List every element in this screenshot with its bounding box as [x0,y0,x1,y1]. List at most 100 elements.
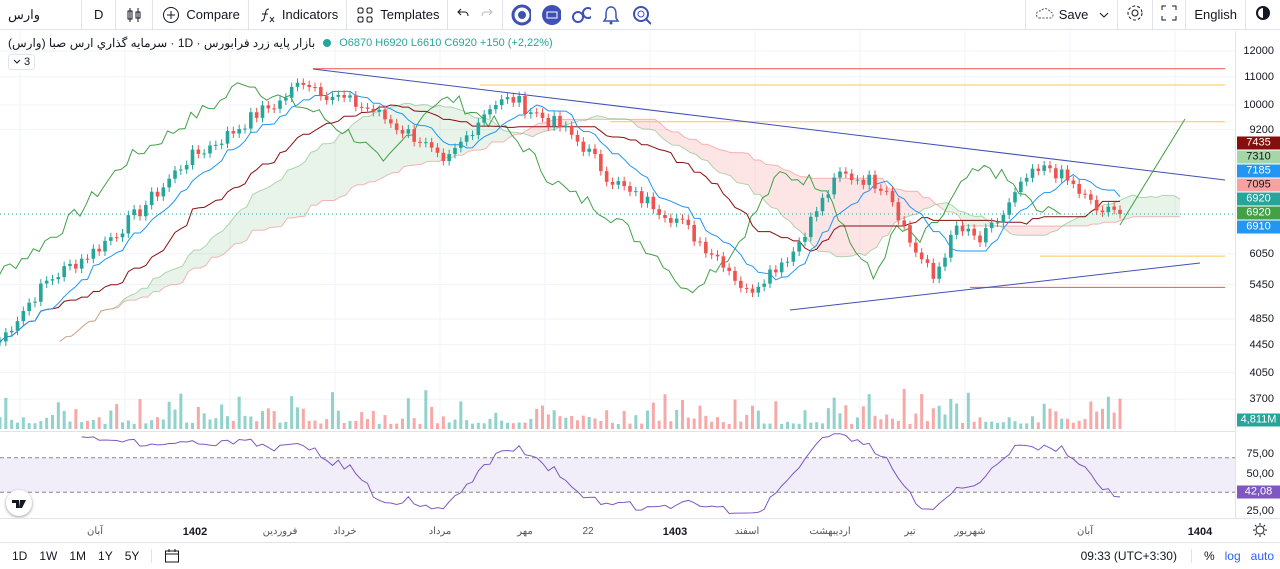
binoculars-icon[interactable] [571,5,592,25]
candle-body [74,263,78,269]
log-toggle[interactable]: log [1224,549,1241,563]
volume-bar [651,402,655,429]
clock-time[interactable]: 09:33 (UTC+3:30) [1080,549,1177,563]
ichimoku-cloud-segment [765,164,772,208]
axis-settings-icon[interactable] [1252,522,1268,541]
ichimoku-cloud-segment [725,150,731,176]
volume-bar [920,394,924,429]
volume-bar [103,423,107,429]
volume-bar [640,423,644,429]
volume-bar [1112,412,1116,429]
candle-body [599,154,603,172]
volume-bar [675,410,679,429]
price-axis[interactable]: 12000 11000 10000 9200 6050 5450 4850 4450 4050 3… [1235,31,1280,518]
candle-body [709,253,714,255]
candle-body [855,179,860,181]
volume-bar [173,409,177,429]
candle-body [394,123,399,130]
volume-bar [902,388,906,429]
ichimoku-cloud-segment [876,178,883,248]
ichimoku-cloud-segment [870,178,877,251]
candle-body [558,115,562,128]
chevron-down-icon[interactable] [1099,7,1109,22]
rsi-tick: 25,00 [1246,505,1274,517]
candle-body [231,131,236,134]
candle-body [639,191,644,204]
price-tick: 10000 [1243,98,1274,111]
ichimoku-cloud-segment [678,131,685,149]
candle-body [68,263,72,267]
ichimoku-cloud-segment [643,119,650,130]
rsi-tick: 50,00 [1246,468,1274,480]
compare-button[interactable]: Compare [153,0,249,30]
ichimoku-cloud-segment [415,104,422,166]
ichimoku-cloud-segment [223,223,230,255]
volume-bar [628,423,632,429]
volume-bar [692,418,696,429]
volume-bar [16,422,19,429]
candle-body [424,142,428,144]
ichimoku-cloud-segment [666,129,673,146]
settings-button[interactable] [1118,0,1154,30]
candle-body [511,97,516,103]
candle-body [301,82,306,85]
volume-bar [27,423,31,429]
range-button-1w[interactable]: 1W [39,549,58,563]
indicators-button[interactable]: Indicators [249,0,348,30]
candle-body [196,149,201,154]
globe-plugin-icon[interactable] [511,4,532,25]
top-toolbar: وارس D Compare Indicators Templates Save… [0,0,1280,30]
volume-bar [68,421,72,429]
main-chart-pane[interactable] [0,31,1235,431]
range-button-5y[interactable]: 5Y [124,549,140,563]
undo-icon[interactable] [456,6,470,23]
interval-button[interactable]: D [82,0,117,30]
range-button-1d[interactable]: 1D [12,549,28,563]
volume-bar [867,394,871,429]
time-axis[interactable]: آبان 1402 فروردین خرداد مرداد مهر 22 1403 اسفند ا… [0,518,1280,542]
bell-icon[interactable] [601,5,621,25]
volume-bar [296,407,299,429]
ichimoku-cloud-segment [923,197,930,210]
symbol-search[interactable]: وارس [0,0,82,30]
ichimoku-cloud-segment [620,118,626,120]
templates-button[interactable]: Templates [347,0,449,30]
ichimoku-cloud-segment [293,165,300,218]
language-button[interactable]: English [1186,0,1246,30]
symbol-title[interactable]: بازار پایه زرد فرابورس · 1D · سرمایه گذا… [8,36,316,50]
tradingview-logo[interactable] [6,490,32,516]
volume-bar [418,423,422,429]
redo-icon[interactable] [480,6,494,23]
chart-type-button[interactable] [116,0,154,30]
candle-body [534,112,539,114]
range-button-1m[interactable]: 1M [69,549,87,563]
range-button-1y[interactable]: 1Y [98,549,113,563]
fullscreen-button[interactable] [1153,0,1187,30]
candle-body [914,242,918,253]
percent-toggle[interactable]: % [1190,549,1215,563]
candle-body [721,256,726,268]
calendar-icon[interactable] [164,548,180,564]
theme-toggle[interactable] [1246,0,1280,30]
candle-body [33,301,37,303]
ichimoku-cloud-segment [345,125,352,196]
time-tick: آبان [87,526,103,537]
candle-body [476,122,481,135]
ichimoku-cloud-segment [1086,210,1093,226]
pane-divider[interactable] [0,431,1235,432]
ichimoku-cloud-segment [625,118,632,121]
auto-toggle[interactable]: auto [1250,549,1274,563]
save-button[interactable]: Save [1024,0,1119,30]
candle-body [418,141,422,143]
candle-body [109,237,113,241]
candle-body [622,181,626,187]
indicators-collapse-button[interactable]: 3 [8,54,36,70]
rsi-pane[interactable] [0,432,1235,518]
target-search-icon[interactable] [631,5,652,25]
ichimoku-cloud-segment [1069,219,1075,226]
brand-plugin-icon[interactable] [541,4,562,25]
ichimoku-cloud-segment [258,189,265,231]
candle-body [459,141,463,148]
candle-body [488,109,492,115]
volume-bar [459,401,463,429]
